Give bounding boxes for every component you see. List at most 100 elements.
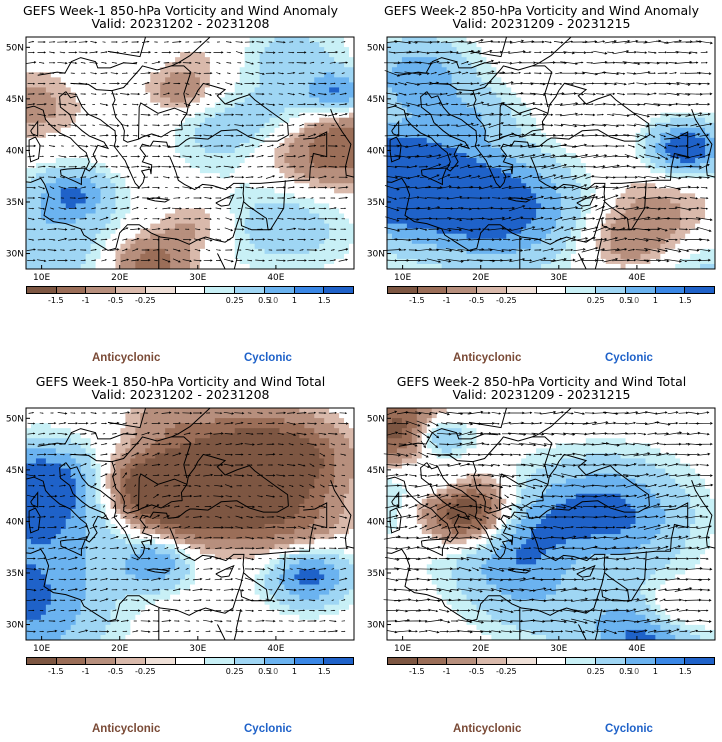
lon-label: 40E <box>628 644 645 654</box>
colorbar-tick-label: 1 <box>652 667 658 676</box>
lon-label: 30E <box>550 644 567 654</box>
panel-title: GEFS Week-1 850-hPa Vorticity and Wind T… <box>35 374 326 389</box>
colorbar-tick-label: 0.25 <box>225 296 244 305</box>
colorbar: -1.5 -1 -0.5 -0.25 0.25 0.5 1 1.5 10 <box>26 657 354 679</box>
colorbar-swatch <box>205 287 236 293</box>
colorbar-swatch <box>86 287 117 293</box>
colorbar-swatch <box>685 287 715 293</box>
colorbar-swatch <box>506 658 537 664</box>
panel-valid-dates: Valid: 20231209 - 20231215 <box>452 16 631 31</box>
panel-week1-total: GEFS Week-1 850-hPa Vorticity and Wind T… <box>0 371 361 742</box>
panel-valid-dates: Valid: 20231202 - 20231208 <box>91 16 270 31</box>
colorbar-swatch <box>205 658 236 664</box>
colorbar-swatch <box>145 287 176 293</box>
cyclonic-label: Cyclonic <box>244 352 292 364</box>
colorbar-tick-label: -1 <box>81 296 90 305</box>
wind-vectors <box>383 39 713 263</box>
colorbar-swatch <box>685 658 715 664</box>
panel-week1-anomaly: GEFS Week-1 850-hPa Vorticity and Wind A… <box>0 0 361 371</box>
colorbar-swatch <box>56 658 87 664</box>
colorbar-swatch <box>447 287 478 293</box>
colorbar-swatch <box>655 287 686 293</box>
colorbar-swatch <box>506 287 537 293</box>
cyclonic-label: Cyclonic <box>605 723 653 735</box>
panel-week2-anomaly: GEFS Week-2 850-hPa Vorticity and Wind A… <box>361 0 722 371</box>
colorbar-tick-label: 0.5 <box>258 667 271 676</box>
colorbar-swatches <box>387 286 715 294</box>
lon-label: 30E <box>189 273 206 283</box>
coastlines <box>387 37 715 269</box>
lat-label: 45N <box>6 95 24 105</box>
vorticity-field <box>26 37 355 270</box>
coastlines <box>26 37 354 269</box>
lat-label: 35N <box>367 198 385 208</box>
lat-label: 30N <box>6 250 24 260</box>
panel-week2-total: GEFS Week-2 850-hPa Vorticity and Wind T… <box>361 371 722 742</box>
colorbar-swatch <box>27 658 57 664</box>
colorbar-swatch <box>294 658 325 664</box>
colorbar-tick-label: -0.5 <box>468 296 485 305</box>
cyclonic-label: Cyclonic <box>605 352 653 364</box>
colorbar-tick-label: -1 <box>81 667 90 676</box>
colorbar-swatch <box>566 658 597 664</box>
lat-label: 35N <box>6 198 24 208</box>
colorbar-tick-label: -0.25 <box>134 667 156 676</box>
vorticity-map: 50N 45N 40N 35N 30N 10E 20E 30E 40E <box>6 36 355 283</box>
colorbar-swatches <box>26 286 354 294</box>
coastlines <box>26 408 354 640</box>
colorbar-tick-label: -0.25 <box>495 667 517 676</box>
colorbar-swatch <box>566 287 597 293</box>
colorbar-tick-label: -0.5 <box>107 296 124 305</box>
lat-label: 50N <box>367 43 385 53</box>
lon-label: 40E <box>267 273 284 283</box>
colorbar-swatch <box>324 658 354 664</box>
colorbar-swatch <box>175 658 206 664</box>
lon-label: 10E <box>33 644 50 654</box>
panel-valid-dates: Valid: 20231209 - 20231215 <box>452 387 631 402</box>
colorbar-swatch <box>447 658 478 664</box>
lon-label: 10E <box>33 273 50 283</box>
colorbar-swatch <box>116 287 146 293</box>
colorbar-tick-label: -0.25 <box>134 296 156 305</box>
vorticity-map: 50N 45N 40N 35N 30N 10E 20E 30E 40E <box>367 36 716 283</box>
vector-reference-label: 10 <box>268 667 279 676</box>
colorbar-tick-label: 0.5 <box>258 296 271 305</box>
colorbar-tick-label: -1 <box>442 667 451 676</box>
colorbar-swatches <box>387 657 715 665</box>
cyclonic-label: Cyclonic <box>244 723 292 735</box>
colorbar-swatch <box>625 287 656 293</box>
colorbar: -1.5 -1 -0.5 -0.25 0.25 0.5 1 1.5 10 <box>387 657 715 679</box>
lat-label: 45N <box>6 466 24 476</box>
vector-reference-label: 10 <box>629 296 640 305</box>
colorbar-tick-label: 0.5 <box>619 667 632 676</box>
colorbar: -1.5 -1 -0.5 -0.25 0.25 0.5 1 1.5 10 <box>26 286 354 308</box>
colorbar-tick-label: 0.5 <box>619 296 632 305</box>
lat-label: 50N <box>6 43 24 53</box>
lat-label: 35N <box>367 569 385 579</box>
lat-label: 40N <box>367 146 385 156</box>
colorbar-swatch <box>388 658 418 664</box>
lon-label: 10E <box>394 644 411 654</box>
lon-label: 40E <box>267 644 284 654</box>
colorbar-swatch <box>536 287 567 293</box>
lon-label: 20E <box>111 273 128 283</box>
lat-label: 50N <box>6 414 24 424</box>
colorbar-swatch <box>417 658 448 664</box>
map-frame <box>386 407 716 641</box>
vector-reference-label: 10 <box>268 296 279 305</box>
colorbar-swatch <box>388 287 418 293</box>
colorbar-tick-label: -0.5 <box>468 667 485 676</box>
colorbar-tick-label: 0.25 <box>586 296 605 305</box>
lon-label: 40E <box>628 273 645 283</box>
panel-title: GEFS Week-2 850-hPa Vorticity and Wind A… <box>383 3 700 18</box>
map-frame <box>386 36 716 270</box>
colorbar-swatch <box>477 287 507 293</box>
colorbar-swatch <box>175 287 206 293</box>
lon-label: 20E <box>472 273 489 283</box>
colorbar-tick-label: 1.5 <box>678 296 692 305</box>
colorbar-tick-label: 0.25 <box>586 667 605 676</box>
colorbar-swatch <box>116 658 146 664</box>
vorticity-map: 50N 45N 40N 35N 30N 10E 20E 30E 40E <box>6 407 355 654</box>
lon-label: 20E <box>472 644 489 654</box>
colorbar-tick-label: 0.25 <box>225 667 244 676</box>
